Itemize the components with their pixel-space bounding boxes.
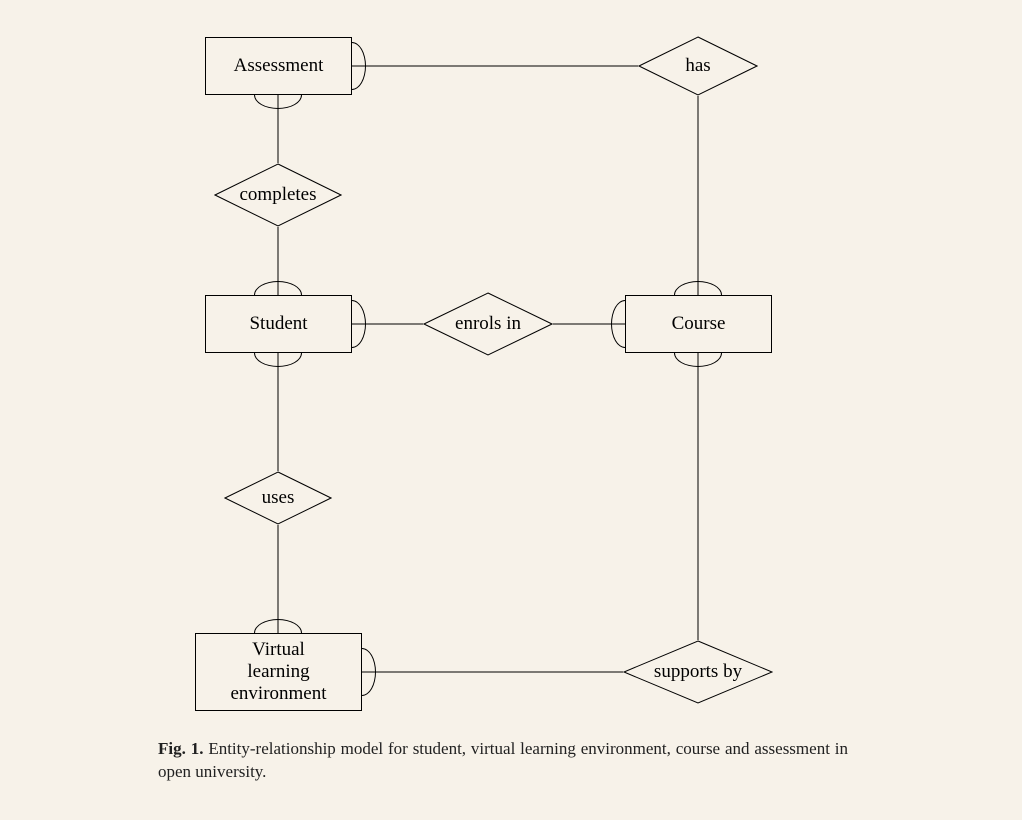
relationship-supports: supports by <box>623 640 773 704</box>
entity-vle: Virtual learning environment <box>195 633 362 711</box>
relationship-uses: uses <box>224 471 332 525</box>
relationship-has: has <box>638 36 758 96</box>
entity-label: Assessment <box>234 55 324 77</box>
entity-label: Virtual learning environment <box>230 639 326 705</box>
entity-course: Course <box>625 295 772 353</box>
relationship-label: enrols in <box>455 313 521 335</box>
relationship-label: completes <box>239 184 316 206</box>
entity-assessment: Assessment <box>205 37 352 95</box>
er-edges <box>0 0 1022 820</box>
relationship-enrols: enrols in <box>423 292 553 356</box>
entity-label: Student <box>249 313 307 335</box>
relationship-label: supports by <box>654 661 742 683</box>
relationship-label: has <box>685 55 710 77</box>
relationship-label: uses <box>262 487 295 509</box>
page: Assessment Student Course Virtual learning … <box>0 0 1022 820</box>
relationship-completes: completes <box>214 163 342 227</box>
entity-student: Student <box>205 295 352 353</box>
entity-label: Course <box>672 313 726 335</box>
